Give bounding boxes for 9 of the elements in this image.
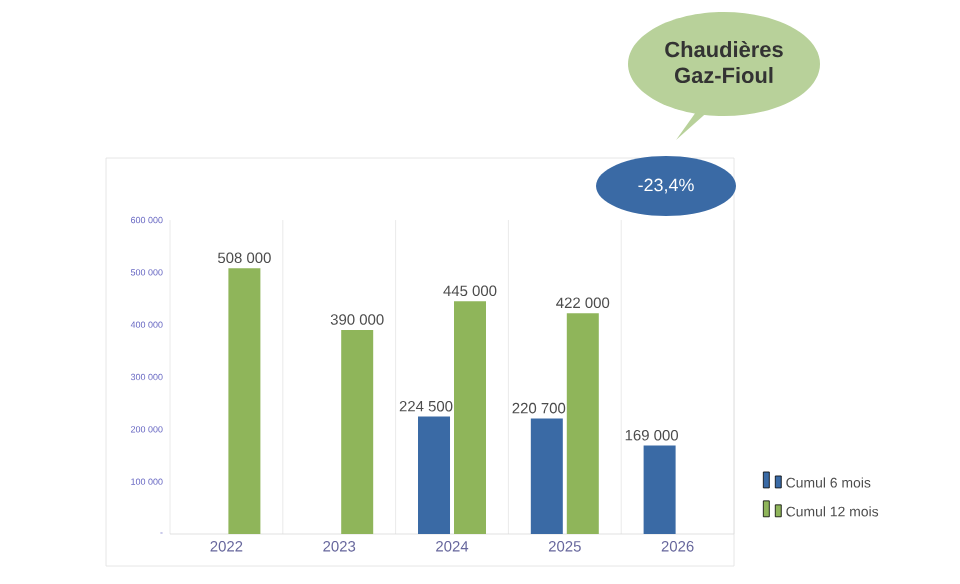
bar <box>228 268 261 534</box>
bar <box>566 313 599 534</box>
bar <box>643 445 676 534</box>
bar <box>341 329 374 534</box>
text: -23,4% <box>638 178 694 194</box>
bar <box>418 416 451 534</box>
bar <box>454 301 486 534</box>
chart-title: Chaudières Gaz-Fioul <box>665 40 783 84</box>
bar <box>530 418 563 534</box>
